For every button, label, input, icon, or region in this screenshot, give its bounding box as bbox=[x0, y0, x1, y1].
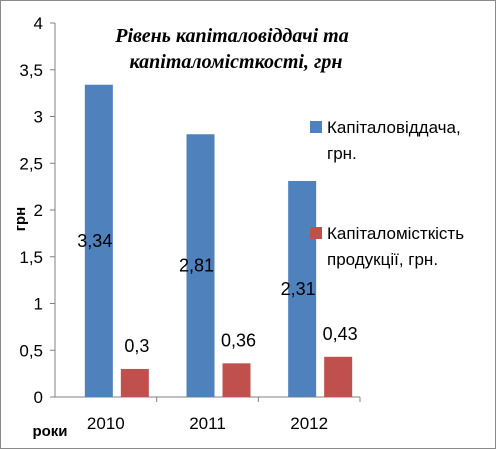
chart-title-line-2: капіталомісткості, грн bbox=[130, 51, 343, 73]
bar-capital-productivity-2011 bbox=[186, 134, 215, 397]
bar-capital-intensity-2010 bbox=[120, 368, 149, 397]
chart-title-line-1: Рівень капіталовіддачі та bbox=[114, 25, 348, 47]
axes: 0 0,5 1 1,5 2 2,5 3 3,5 4 2010 2011 2012 bbox=[19, 14, 361, 433]
y-tick-label: 1 bbox=[34, 295, 43, 314]
data-label: 0,43 bbox=[323, 324, 358, 344]
y-tick-label: 3,5 bbox=[19, 61, 43, 80]
y-tick-label: 2 bbox=[34, 201, 43, 220]
bar-capital-productivity-2012 bbox=[288, 181, 317, 397]
data-label: 2,81 bbox=[179, 256, 214, 276]
bar-capital-productivity-2010 bbox=[84, 84, 113, 398]
y-tick-label: 4 bbox=[34, 14, 43, 33]
x-axis-title: роки bbox=[32, 423, 67, 440]
legend-label-capital-productivity-line-1: Капіталовіддача, bbox=[327, 118, 461, 137]
legend-label-capital-intensity-line-2: продукції, грн. bbox=[327, 250, 438, 269]
y-tick-label: 3 bbox=[34, 108, 43, 127]
x-tick-label: 2012 bbox=[290, 414, 328, 433]
y-tick-label: 0 bbox=[34, 388, 43, 407]
data-label: 0,36 bbox=[221, 330, 256, 350]
data-label: 2,31 bbox=[281, 279, 316, 299]
data-label: 3,34 bbox=[77, 231, 112, 251]
legend-label-capital-productivity-line-2: грн. bbox=[327, 144, 357, 163]
legend-label-capital-intensity-line-1: Капіталомісткість bbox=[327, 224, 464, 243]
x-tick-label: 2010 bbox=[87, 414, 125, 433]
bars bbox=[84, 84, 353, 398]
y-tick-label: 1,5 bbox=[19, 248, 43, 267]
x-tick-label: 2011 bbox=[189, 414, 226, 433]
bar-capital-intensity-2012 bbox=[324, 356, 353, 397]
data-labels: 3,34 0,3 2,81 0,36 2,31 0,43 bbox=[77, 231, 357, 356]
y-tick-label: 0,5 bbox=[19, 341, 43, 360]
y-tick-label: 2,5 bbox=[19, 154, 43, 173]
bar-capital-intensity-2011 bbox=[222, 363, 251, 397]
y-axis-title: грн bbox=[12, 207, 29, 231]
legend-swatch-capital-intensity bbox=[310, 227, 322, 239]
legend: Капіталовіддача, грн. Капіталомісткість … bbox=[310, 118, 464, 269]
legend-swatch-capital-productivity bbox=[310, 121, 322, 133]
data-label: 0,3 bbox=[124, 336, 149, 356]
